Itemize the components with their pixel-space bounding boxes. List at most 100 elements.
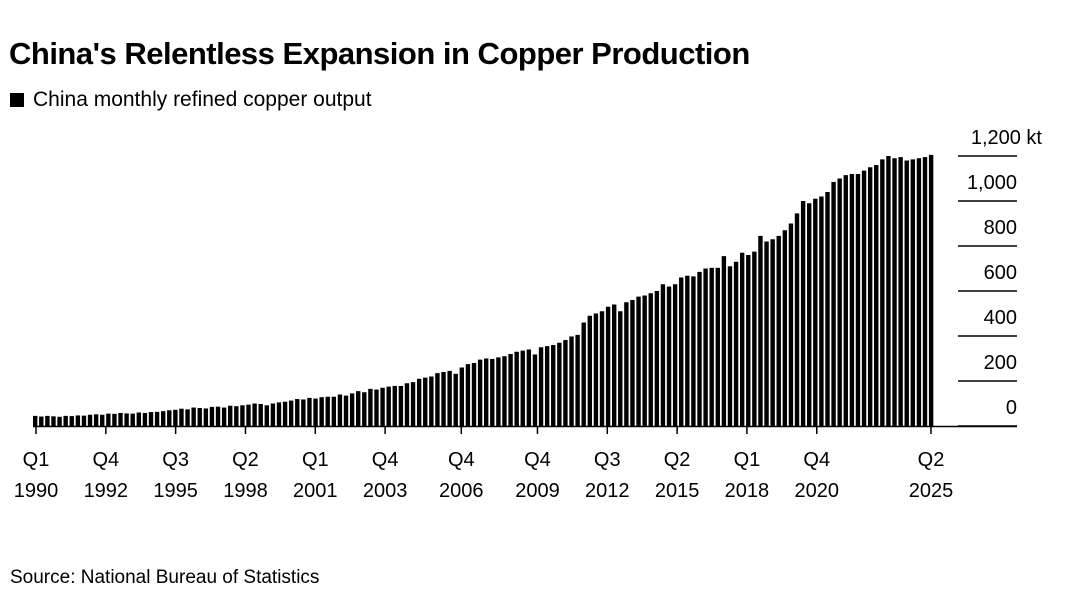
bar — [374, 389, 379, 426]
x-tick-label-quarter: Q4 — [524, 449, 551, 471]
bar — [520, 350, 525, 427]
x-tick-label-quarter: Q3 — [594, 449, 621, 471]
bar — [270, 403, 276, 426]
bar — [727, 266, 733, 426]
bar — [57, 416, 62, 426]
bar — [904, 160, 909, 426]
bar — [746, 255, 751, 426]
x-tick-label-quarter: Q1 — [734, 449, 761, 471]
bar — [599, 311, 605, 426]
bar — [611, 304, 617, 426]
bar — [404, 383, 410, 426]
bar — [666, 286, 672, 426]
x-tick-label-quarter: Q2 — [664, 449, 691, 471]
bar — [112, 413, 117, 426]
bar — [916, 158, 922, 426]
x-tick-label-quarter: Q4 — [372, 449, 399, 471]
x-tick-label-year: 1998 — [223, 480, 268, 502]
bar — [892, 158, 897, 426]
bar — [679, 277, 684, 426]
x-tick-label-year: 1992 — [84, 480, 129, 502]
legend: China monthly refined copper output — [10, 88, 372, 112]
y-tick-label: 400 — [984, 307, 1017, 329]
bar — [922, 157, 928, 427]
bar — [356, 391, 361, 427]
bar — [258, 403, 263, 426]
bar — [593, 313, 599, 426]
bar — [282, 401, 288, 426]
bar — [173, 409, 178, 426]
bar — [410, 382, 416, 427]
bar — [148, 412, 154, 426]
bar — [288, 400, 294, 426]
bar — [733, 261, 739, 426]
x-tick-label-quarter: Q4 — [803, 449, 830, 471]
bar — [386, 386, 391, 427]
bar — [319, 397, 324, 426]
bar — [685, 275, 690, 426]
bar — [618, 311, 623, 426]
legend-label: China monthly refined copper output — [33, 88, 372, 111]
y-tick-label: 0 — [1006, 397, 1017, 419]
bar — [636, 296, 641, 427]
bar — [569, 336, 574, 426]
bar — [93, 414, 99, 426]
bar — [788, 223, 794, 426]
x-tick-label-year: 2018 — [725, 480, 770, 502]
bar — [337, 394, 343, 426]
x-tick-label-quarter: Q2 — [232, 449, 259, 471]
bar — [81, 415, 87, 426]
bar — [106, 413, 111, 427]
x-tick-label-quarter: Q4 — [92, 449, 119, 471]
bar — [246, 404, 251, 427]
bar — [301, 399, 306, 426]
bar — [813, 198, 818, 426]
bar — [764, 241, 769, 426]
bar — [490, 358, 495, 426]
bar — [672, 284, 678, 426]
bar — [654, 291, 660, 426]
bar — [605, 306, 611, 426]
bar — [392, 385, 397, 426]
bar — [886, 156, 891, 426]
bar — [587, 315, 592, 426]
x-tick-label-year: 2006 — [439, 480, 484, 502]
bar — [800, 201, 806, 426]
bar — [203, 408, 209, 426]
bar — [496, 357, 501, 427]
bar — [782, 230, 788, 426]
y-tick-label: 800 — [984, 217, 1017, 239]
bar — [928, 154, 934, 427]
bar — [160, 411, 166, 426]
bar — [465, 364, 471, 427]
bar — [514, 351, 519, 426]
bar — [124, 413, 129, 426]
bar — [453, 373, 458, 426]
bar — [45, 415, 50, 427]
bar — [831, 181, 836, 427]
bar — [441, 372, 446, 426]
bar — [398, 385, 404, 426]
bar — [228, 405, 233, 426]
bar — [697, 271, 702, 427]
bar — [471, 363, 477, 426]
bar — [197, 408, 202, 426]
bar — [51, 416, 56, 426]
x-tick-label-year: 2012 — [585, 480, 630, 502]
bar — [416, 378, 422, 426]
bar — [215, 406, 221, 426]
bar — [368, 388, 373, 427]
bar — [313, 398, 318, 426]
bar — [234, 406, 239, 426]
bar — [252, 403, 257, 426]
bar — [581, 322, 586, 426]
bar — [307, 397, 312, 427]
bar — [264, 405, 269, 426]
bar — [447, 370, 452, 427]
x-tick-label-year: 2009 — [515, 480, 560, 502]
bar — [508, 354, 513, 426]
bar — [551, 345, 556, 426]
bar — [142, 412, 148, 426]
x-tick-label-quarter: Q2 — [918, 449, 945, 471]
bar — [526, 349, 532, 426]
